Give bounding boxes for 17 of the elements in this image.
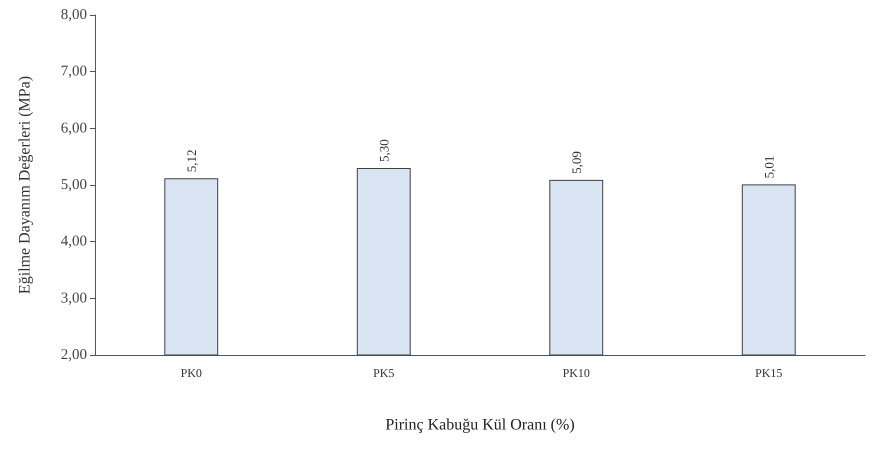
x-tick-label: PK0 (180, 366, 202, 380)
data-label: 5,09 (568, 151, 584, 174)
y-tick-label: 5,00 (60, 177, 87, 193)
data-label: 5,30 (376, 139, 392, 162)
y-tick-label: 3,00 (60, 290, 87, 306)
x-tick-label: PK5 (373, 366, 394, 380)
x-axis-title: Pirinç Kabuğu Kül Oranı (%) (385, 416, 575, 434)
y-tick-label: 6,00 (60, 120, 87, 136)
y-tick-label: 4,00 (60, 234, 87, 250)
y-tick-label: 7,00 (60, 64, 87, 80)
data-label: 5,12 (184, 149, 199, 172)
x-tick-label: PK15 (755, 366, 782, 380)
data-label: 5,01 (761, 156, 776, 178)
y-tick-label: 2,00 (60, 347, 87, 363)
y-axis-title: Eğilme Dayanım Değerleri (MPa) (16, 76, 34, 294)
y-tick-label: 8,00 (60, 7, 87, 23)
x-tick-label: PK10 (562, 366, 590, 380)
